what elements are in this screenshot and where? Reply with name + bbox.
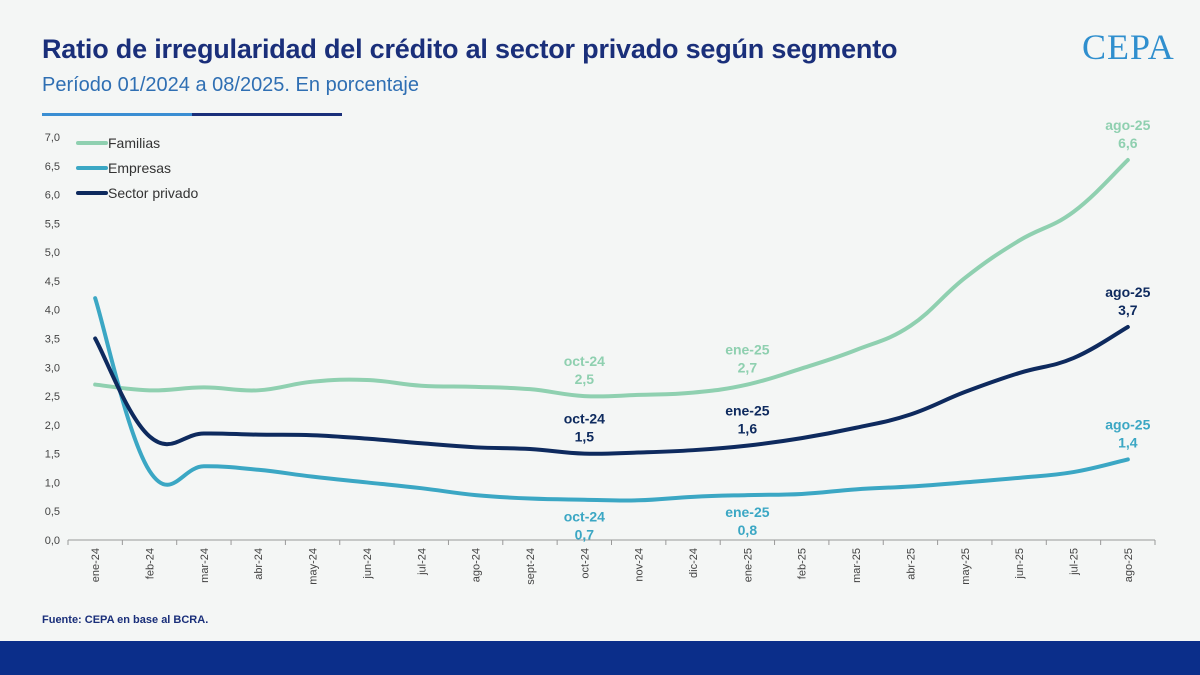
data-label-date: oct-24	[564, 411, 605, 427]
data-label-date: ene-25	[725, 342, 770, 358]
x-tick-label: jun-24	[362, 548, 374, 580]
y-tick-label: 5,5	[45, 218, 60, 230]
x-tick-label: may-25	[960, 548, 972, 585]
chart-annotations: oct-24 2,5 ene-25 2,7 ago-25 6,6 oct-24 1,5 ene-…	[564, 117, 1151, 543]
legend-label-familias: Familias	[108, 135, 160, 151]
data-label-value: 1,5	[575, 429, 595, 445]
data-label-value: 0,7	[575, 527, 595, 543]
y-tick-label: 3,0	[45, 362, 60, 374]
y-tick-label: 5,0	[45, 247, 60, 259]
x-tick-label: dic-24	[688, 548, 700, 578]
y-tick-label: 1,5	[45, 449, 60, 461]
title-underline	[42, 113, 342, 116]
x-tick-label: mar-25	[851, 548, 863, 583]
y-tick-label: 6,5	[45, 161, 60, 173]
data-label-date: ene-25	[725, 504, 770, 520]
series-line-empresas	[93, 296, 1130, 503]
x-tick-label: ago-25	[1123, 548, 1135, 582]
series-line-sector_privado	[93, 324, 1130, 456]
chart-title: Ratio de irregularidad del crédito al se…	[42, 34, 898, 64]
legend-label-empresas: Empresas	[108, 160, 171, 176]
data-label-value: 1,4	[1118, 434, 1138, 450]
chart-subtitle: Período 01/2024 a 08/2025. En porcentaje	[42, 74, 419, 96]
x-tick-label: nov-24	[634, 548, 646, 582]
y-tick-label: 6,0	[45, 190, 60, 202]
y-tick-label: 4,5	[45, 276, 60, 288]
y-tick-label: 0,5	[45, 506, 60, 518]
data-label-value: 2,7	[738, 360, 758, 376]
x-tick-label: ene-25	[742, 548, 754, 582]
data-label-date: oct-24	[564, 353, 605, 369]
y-tick-label: 3,5	[45, 334, 60, 346]
data-label-date: ago-25	[1105, 416, 1150, 432]
data-label-value: 1,6	[738, 421, 758, 437]
chart-legend: Familias Empresas Sector privado	[76, 135, 198, 201]
chart-series	[93, 158, 1130, 503]
data-label-date: ene-25	[725, 403, 770, 419]
x-tick-label: abr-25	[905, 548, 917, 580]
data-label-date: ago-25	[1105, 284, 1150, 300]
y-tick-label: 7,0	[45, 132, 60, 144]
x-tick-label: jun-25	[1014, 548, 1026, 580]
x-tick-label: may-24	[308, 548, 320, 585]
x-tick-label: feb-25	[797, 548, 809, 579]
line-chart: 0,0 0,5 1,0 1,5 2,0 2,5 3,0 3,5 4,0 4,5 5,0 5,5 6,0 6…	[45, 117, 1156, 585]
x-tick-label: oct-24	[579, 548, 591, 579]
data-label-value: 0,8	[738, 522, 758, 538]
y-tick-label: 4,0	[45, 305, 60, 317]
footer-bar	[0, 641, 1200, 675]
x-tick-label: abr-24	[253, 548, 265, 580]
x-tick-label: ago-24	[471, 548, 483, 582]
title-underline-accent	[42, 113, 192, 116]
x-tick-label: jul-25	[1068, 548, 1080, 576]
x-tick-label: jul-24	[416, 548, 428, 576]
x-tick-label: ene-24	[90, 548, 102, 582]
legend-label-sector_privado: Sector privado	[108, 185, 198, 201]
chart-axes: 0,0 0,5 1,0 1,5 2,0 2,5 3,0 3,5 4,0 4,5 5,0 5,5 6,0 6…	[45, 132, 1156, 585]
x-tick-label: sept-24	[525, 548, 537, 585]
data-label-date: ago-25	[1105, 117, 1150, 133]
data-label-value: 2,5	[575, 371, 595, 387]
series-line-familias	[93, 158, 1130, 399]
x-tick-label: feb-24	[145, 548, 157, 579]
data-label-date: oct-24	[564, 509, 605, 525]
data-label-value: 3,7	[1118, 302, 1138, 318]
y-tick-label: 2,5	[45, 391, 60, 403]
y-tick-label: 2,0	[45, 420, 60, 432]
x-tick-label: mar-24	[199, 548, 211, 583]
y-tick-label: 1,0	[45, 477, 60, 489]
source-note: Fuente: CEPA en base al BCRA.	[42, 614, 209, 626]
data-label-value: 6,6	[1118, 135, 1138, 151]
y-tick-label: 0,0	[45, 535, 60, 547]
cepa-logo: CEPA	[1082, 27, 1175, 67]
